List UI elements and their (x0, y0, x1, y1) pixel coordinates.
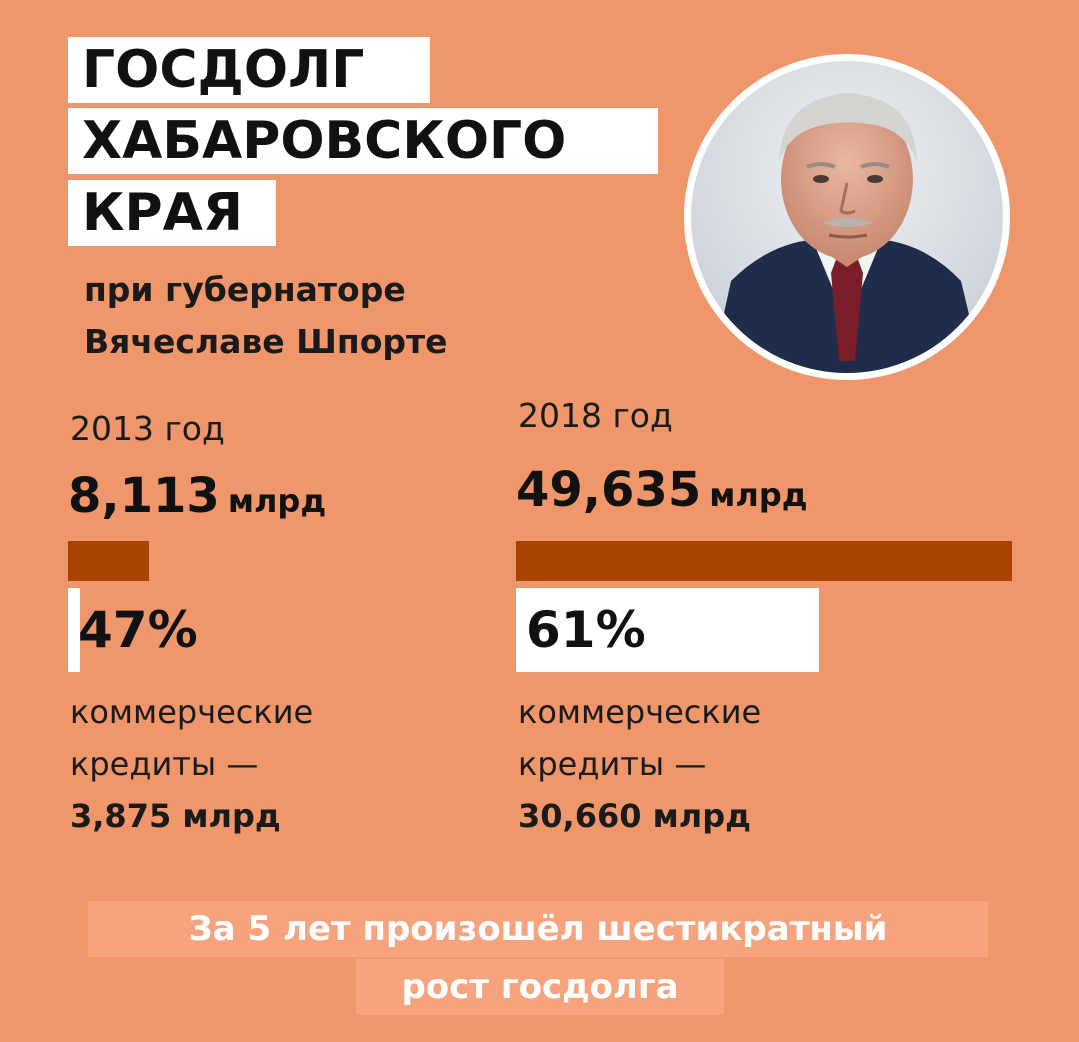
subtitle-line-1: при губернаторе (84, 270, 406, 309)
commercial-desc-line2-2018: кредиты — (518, 745, 707, 783)
governor-portrait (684, 54, 1010, 380)
commercial-amount-2013: 3,875 млрд (70, 797, 281, 835)
amount-value-2013: 8,113 (68, 468, 220, 524)
debt-bar-2018 (516, 541, 1012, 581)
commercial-share-highlight-2013 (68, 588, 80, 672)
commercial-desc-2013: коммерческие кредиты — 3,875 млрд (70, 686, 313, 842)
title-line-2: ХАБАРОВСКОГО (68, 108, 658, 174)
amount-unit-2013: млрд (227, 482, 327, 520)
amount-unit-2018: млрд (709, 476, 808, 514)
commercial-desc-line2-2013: кредиты — (70, 745, 259, 783)
footer-line-1: За 5 лет произошёл шестикратный (88, 901, 988, 957)
commercial-amount-2018: 30,660 млрд (518, 797, 751, 835)
amount-2013: 8,113 млрд (68, 468, 326, 524)
amount-2018: 49,635 млрд (516, 462, 808, 518)
year-label-2018: 2018 год (518, 396, 673, 435)
commercial-desc-line1-2013: коммерческие (70, 693, 314, 731)
commercial-share-2013: 47% (68, 588, 228, 672)
subtitle-line-2: Вячеславе Шпорте (84, 322, 448, 361)
debt-bar-2013 (68, 541, 149, 581)
commercial-desc-2018: коммерческие кредиты — 30,660 млрд (518, 686, 761, 842)
portrait-photo (691, 61, 1003, 373)
commercial-share-highlight-2018 (516, 588, 819, 672)
title-line-1: ГОСДОЛГ (68, 37, 430, 103)
commercial-share-label-2018: 61% (526, 601, 646, 659)
commercial-share-label-2013: 47% (78, 601, 198, 659)
year-label-2013: 2013 год (70, 409, 225, 448)
title-line-3: КРАЯ (68, 180, 276, 246)
footer-line-2: рост госдолга (356, 959, 724, 1015)
amount-value-2018: 49,635 (516, 462, 702, 518)
commercial-desc-line1-2018: коммерческие (518, 693, 762, 731)
commercial-share-2018: 61% (516, 588, 819, 672)
